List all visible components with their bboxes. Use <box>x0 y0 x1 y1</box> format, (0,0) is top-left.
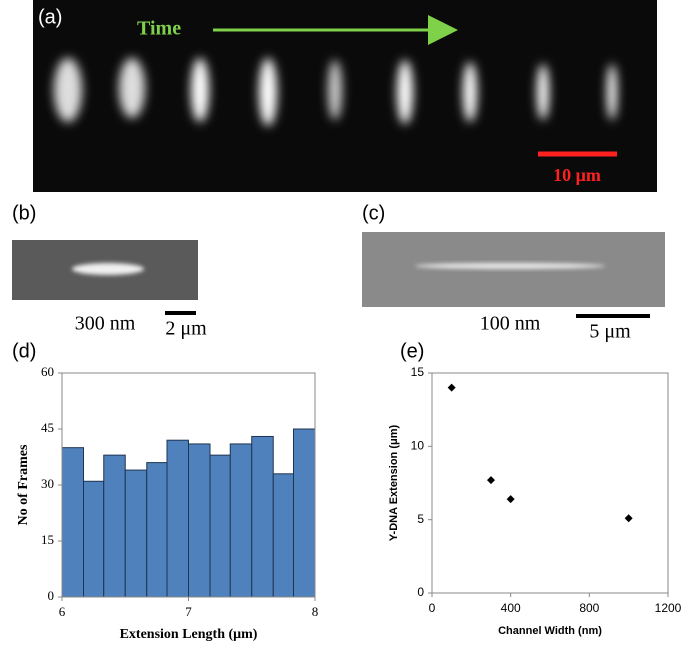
image-c <box>362 232 665 307</box>
x-axis-title: Extension Length (μm) <box>120 627 258 642</box>
panel-c: (c) 100 nm 5 μm <box>362 202 665 343</box>
dna <box>415 263 605 269</box>
y-tick-label: 0 <box>48 588 55 603</box>
y-tick-label: 5 <box>417 512 424 526</box>
scale-label: 10 μm <box>553 165 601 185</box>
bar <box>146 462 168 598</box>
channel-width: 300 nm <box>75 313 136 335</box>
point <box>447 383 456 392</box>
dna <box>72 263 144 275</box>
bar <box>272 473 294 598</box>
point <box>624 514 633 523</box>
panel-label: (b) <box>12 202 36 224</box>
bar <box>251 435 274 598</box>
bar <box>209 454 231 598</box>
plot-frame <box>431 372 669 594</box>
bar <box>292 428 316 598</box>
x-tick-label: 6 <box>59 604 66 619</box>
y-tick-label: 45 <box>41 420 54 435</box>
bar <box>83 480 105 598</box>
y-tick-label: 0 <box>417 585 424 599</box>
panel-label: (d) <box>12 340 36 362</box>
time-label: Time <box>137 18 181 40</box>
y-axis-title: No of Frames <box>16 444 31 525</box>
bar <box>188 443 211 598</box>
scale-label: 5 μm <box>589 321 631 343</box>
y-axis-title: Y-DNA Extension (μm) <box>388 425 400 542</box>
bar <box>61 447 85 598</box>
x-tick-label: 1200 <box>655 601 682 615</box>
panel-label: (e) <box>400 340 424 362</box>
panel-label: (a) <box>38 6 62 28</box>
panel-a: (a) Time 10 μm <box>33 0 657 192</box>
point <box>487 476 495 485</box>
y-tick-label: 15 <box>411 365 425 379</box>
panel-b: (b) 300 nm 2 μm <box>12 202 207 340</box>
x-tick-label: 8 <box>312 604 319 619</box>
x-axis-title: Channel Width (nm) <box>498 625 602 637</box>
x-tick-label: 0 <box>429 601 436 615</box>
y-tick-label: 15 <box>41 532 54 547</box>
x-tick-label: 400 <box>501 601 521 615</box>
panel-label: (c) <box>362 202 385 224</box>
bar <box>166 439 189 598</box>
y-tick-label: 10 <box>411 439 425 453</box>
bar <box>124 469 148 598</box>
point <box>506 495 515 504</box>
channel-width: 100 nm <box>480 313 541 335</box>
y-tick-label: 30 <box>41 476 54 491</box>
bar <box>229 443 253 598</box>
scale-label: 2 μm <box>165 318 207 340</box>
bar <box>103 454 126 598</box>
dna-frames <box>54 58 617 126</box>
y-tick-label: 60 <box>41 364 54 379</box>
x-tick-label: 800 <box>579 601 599 615</box>
x-tick-label: 7 <box>185 604 192 619</box>
